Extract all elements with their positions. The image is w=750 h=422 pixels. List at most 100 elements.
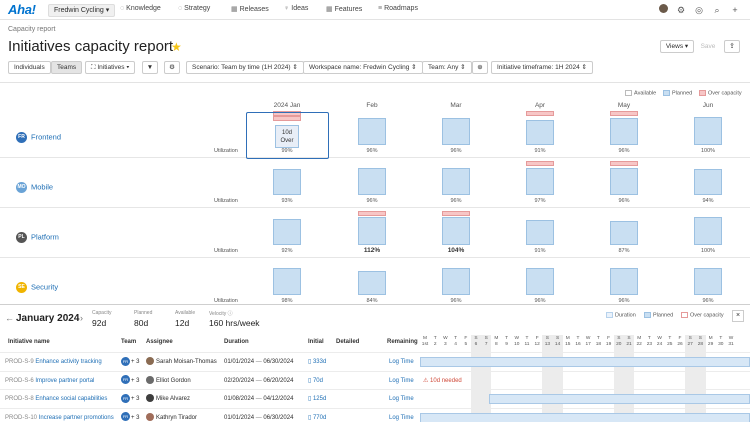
capacity-bar[interactable] [526,119,554,145]
add-filter-icon[interactable]: ⊕ [472,61,488,74]
over-capacity-bar[interactable] [526,111,554,116]
duration-cell[interactable]: 01/01/2024 — 06/30/2024 [224,409,293,422]
nav-knowledge[interactable]: ◌ Knowledge [120,5,161,12]
capacity-bar[interactable] [358,217,386,245]
duration-cell[interactable]: 02/20/2024 — 06/20/2024 [224,372,293,390]
capacity-bar[interactable] [442,268,470,295]
log-time-link[interactable]: Log Time [389,377,414,384]
initial-estimate[interactable]: ▯ 770d [308,414,327,421]
share-icon[interactable]: ⇪ [724,40,740,53]
close-icon[interactable]: × [732,310,744,322]
capacity-bar[interactable] [610,268,638,295]
gear-icon[interactable]: ⚙ [676,5,686,15]
workspace-name-select[interactable]: Workspace name: Fredwin Cycling ⇕ [303,61,423,74]
plus-icon[interactable]: + [732,5,738,15]
next-month-arrow[interactable]: › [80,313,83,323]
user-avatar[interactable] [657,4,669,16]
team-cell[interactable]: FR + 3 [121,409,140,422]
log-time-link[interactable]: Log Time [389,396,414,402]
over-capacity-cell[interactable]: 10d Over [275,125,299,148]
team-label-platform[interactable]: PL Platform [16,232,59,243]
assignee-cell[interactable]: Kathryn Tirador [146,409,197,422]
search-icon[interactable]: ⌕ [714,5,720,15]
capacity-bar[interactable] [358,168,386,195]
settings-icon[interactable]: ⚙ [164,61,180,74]
team-cell[interactable]: FR + 3 [121,353,140,371]
initiatives-dropdown[interactable]: ⛶ Initiatives ▾ [85,61,136,74]
capacity-bar[interactable] [694,117,722,145]
nav-releases[interactable]: ▦ Releases [231,6,269,13]
capacity-bar[interactable] [694,268,722,295]
capacity-bar[interactable] [694,168,722,195]
capacity-bar[interactable] [526,268,554,295]
team-cell[interactable]: FR + 3 [121,390,140,408]
initial-estimate[interactable]: ▯ 125d [308,396,327,402]
gantt-bar[interactable] [489,394,750,404]
capacity-bar[interactable] [358,271,386,295]
initiative-link[interactable]: Enhance social capabilities [35,396,108,402]
initiative-name[interactable]: PROD-S-9 Enhance activity tracking [5,353,102,371]
initiative-name[interactable]: PROD-S-6 Improve partner portal [5,372,94,390]
capacity-bar[interactable] [442,118,470,145]
col-initiative-name[interactable]: Initiative name [8,339,50,345]
capacity-bar[interactable] [610,220,638,245]
col-detailed[interactable]: Detailed [336,339,360,345]
scenario-select[interactable]: Scenario: Team by time (1H 2024) ⇕ [186,61,304,74]
prev-month-arrow[interactable]: ← [5,313,14,323]
assignee-cell[interactable]: Elliot Gordon [146,372,191,390]
team-select[interactable]: Team: Any ⇕ [422,61,472,74]
initiative-name[interactable]: PROD-S-8 Enhance social capabilities [5,390,107,408]
capacity-bar[interactable] [526,219,554,245]
workspace-selector[interactable]: Fredwin Cycling ▾ [48,4,116,17]
capacity-bar[interactable] [273,168,301,195]
selected-cell[interactable] [246,112,329,159]
table-row[interactable]: PROD-S-8 Enhance social capabilities FR + … [0,389,750,407]
duration-cell[interactable]: 01/08/2024 — 04/12/2024 [224,390,293,408]
over-capacity-bar[interactable] [273,111,301,116]
initiative-link[interactable]: Enhance activity tracking [35,359,102,365]
capacity-bar[interactable] [442,168,470,195]
nav-features[interactable]: ▦ Features [326,6,363,13]
initiative-link[interactable]: Improve partner portal [35,377,95,384]
col-remaining[interactable]: Remaining [387,339,418,345]
assignee-cell[interactable]: Sarah Moisan-Thomas [146,353,217,371]
filter-icon[interactable]: ▼ [142,61,158,74]
table-row[interactable]: PROD-S-6 Improve partner portal FR + 3 Elli… [0,370,750,390]
over-capacity-bar[interactable] [610,161,638,166]
col-duration[interactable]: Duration [224,339,249,345]
aha-logo[interactable]: Aha! [8,2,36,17]
over-capacity-bar[interactable] [273,116,301,121]
over-capacity-bar[interactable] [442,211,470,216]
nav-ideas[interactable]: ♀ Ideas [284,5,309,12]
individuals-tab[interactable]: Individuals [8,61,51,74]
over-capacity-bar[interactable] [610,111,638,116]
duration-cell[interactable]: 01/01/2024 — 06/30/2024 [224,353,293,371]
capacity-bar[interactable] [273,267,301,295]
capacity-bar[interactable] [358,118,386,145]
log-time-link[interactable]: Log Time [389,414,414,421]
col-initial[interactable]: Initial [308,339,324,345]
timeframe-select[interactable]: Initiative timeframe: 1H 2024 ⇕ [491,61,593,74]
breadcrumb[interactable]: Capacity report [8,26,56,33]
initiative-link[interactable]: Increase partner promotions [38,414,114,421]
table-row[interactable]: PROD-S-10 Increase partner promotions FR +… [0,407,750,422]
capacity-bar[interactable] [694,217,722,245]
col-team[interactable]: Team [121,339,137,345]
views-button[interactable]: Views ▾ [660,40,694,53]
capacity-bar[interactable] [526,167,554,195]
star-icon[interactable]: ★ [171,40,182,54]
initial-estimate[interactable]: ▯ 70d [308,377,323,384]
team-label-mobile[interactable]: MO Mobile [16,182,53,193]
col-assignee[interactable]: Assignee [146,339,173,345]
nav-roadmaps[interactable]: ≡ Roadmaps [378,5,418,12]
team-cell[interactable]: FR + 3 [121,372,140,390]
nav-strategy[interactable]: ◌ Strategy [178,5,211,12]
assignee-cell[interactable]: Mike Alvarez [146,390,190,408]
gantt-bar[interactable] [420,357,750,367]
help-icon[interactable]: ◎ [695,5,703,15]
initial-estimate[interactable]: ▯ 333d [308,359,327,365]
capacity-bar[interactable] [442,217,470,245]
team-label-frontend[interactable]: FR Frontend [16,132,61,143]
over-capacity-bar[interactable] [526,161,554,166]
over-capacity-bar[interactable] [358,211,386,216]
